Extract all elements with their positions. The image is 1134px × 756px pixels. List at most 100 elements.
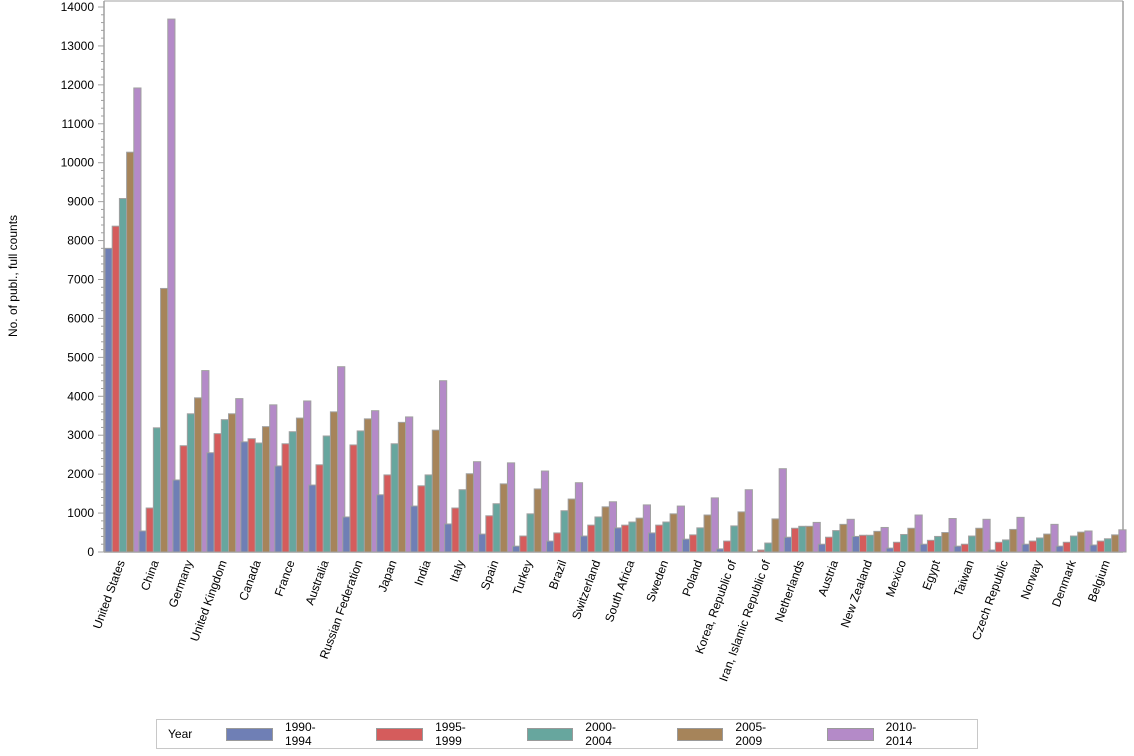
bar (817, 543, 826, 553)
bar (757, 549, 766, 553)
bar (1043, 533, 1052, 553)
bar-group (138, 18, 176, 553)
bar-group (104, 87, 142, 553)
bar (681, 538, 691, 553)
bar (934, 535, 943, 553)
y-tick-label: 14000 (61, 0, 95, 14)
x-tick-label: Austria (815, 558, 841, 598)
bar-group (1021, 523, 1059, 553)
y-tick-label: 5000 (67, 350, 94, 364)
bar-group (172, 370, 210, 553)
bar (715, 548, 725, 553)
bar-group (512, 470, 550, 553)
y-tick-label: 7000 (67, 273, 94, 287)
legend-label: 2005-2009 (735, 720, 767, 748)
bar-group (342, 410, 380, 553)
bar (1028, 540, 1038, 553)
bar (512, 545, 521, 553)
bar (303, 400, 312, 553)
bar (349, 444, 358, 553)
bar (172, 479, 181, 553)
bar (885, 547, 894, 553)
bar (145, 507, 154, 553)
y-axis-label: No. of publ., full counts (6, 214, 20, 338)
bar (397, 421, 407, 553)
bar (948, 518, 957, 553)
bar-group (953, 518, 991, 553)
bar (587, 524, 596, 553)
bar (247, 438, 256, 553)
bar (104, 247, 113, 553)
bar (342, 516, 351, 553)
bar (580, 535, 589, 553)
x-tick-label: Canada (236, 558, 264, 603)
bar (914, 514, 923, 553)
bar-group (715, 489, 753, 553)
bar (723, 540, 732, 553)
y-tick-label: 12000 (61, 78, 95, 92)
bar (791, 527, 800, 553)
bar (594, 516, 603, 553)
bar (832, 530, 841, 553)
bar (1062, 541, 1071, 553)
bar-group (1089, 529, 1127, 553)
bar (689, 534, 698, 553)
bar-group (614, 504, 651, 553)
x-tick-label: Japan (375, 558, 399, 594)
bar (126, 151, 135, 553)
bar (472, 461, 482, 553)
bar (873, 530, 882, 553)
x-tick-label: Belgium (1085, 558, 1113, 604)
bar-group (308, 366, 346, 553)
bars (104, 18, 1127, 553)
x-tick-label: Taiwan (951, 558, 977, 598)
bar (194, 397, 203, 553)
x-tick-label: Sweden (643, 558, 671, 604)
x-tick-label: Poland (679, 558, 705, 598)
y-tick-label: 13000 (61, 39, 95, 53)
y-tick-label: 10000 (61, 156, 95, 170)
y-tick-label: 0 (87, 545, 94, 559)
bar (1103, 538, 1113, 553)
bar (308, 484, 317, 553)
bar (478, 533, 487, 553)
y-tick-label: 2000 (67, 467, 94, 481)
bar (880, 526, 889, 553)
bar (431, 429, 440, 553)
x-tick-label: China (138, 558, 162, 593)
bar (900, 533, 909, 553)
legend-item: 1995-1999 (376, 720, 488, 748)
bar (118, 198, 128, 553)
bar (458, 489, 467, 553)
x-tick-label: Norway (1018, 558, 1045, 601)
legend-label: 1995-1999 (435, 720, 466, 748)
bar (533, 488, 542, 553)
x-tick-label: Mexico (883, 558, 909, 599)
bar (1009, 528, 1018, 553)
bar (1002, 539, 1011, 553)
bar (1055, 545, 1064, 553)
bar (960, 543, 970, 553)
y-tick-label: 8000 (67, 234, 94, 248)
bar-group (206, 398, 244, 553)
legend-label: 2010-2014 (885, 720, 917, 748)
legend-swatch (526, 727, 574, 741)
bar (506, 462, 516, 553)
bar (1016, 516, 1025, 553)
bar (254, 442, 263, 553)
bar (553, 532, 562, 553)
bar-group (580, 501, 618, 553)
bar (982, 518, 991, 553)
bar (274, 465, 283, 553)
bar (839, 523, 848, 553)
x-tick-label: France (272, 558, 298, 598)
y-tick-label: 4000 (67, 389, 94, 403)
bar (858, 534, 868, 553)
bar (710, 497, 719, 553)
bar-group (681, 497, 719, 553)
bar (737, 511, 746, 553)
bar (295, 417, 305, 553)
bar (261, 426, 271, 553)
bar (152, 427, 162, 553)
